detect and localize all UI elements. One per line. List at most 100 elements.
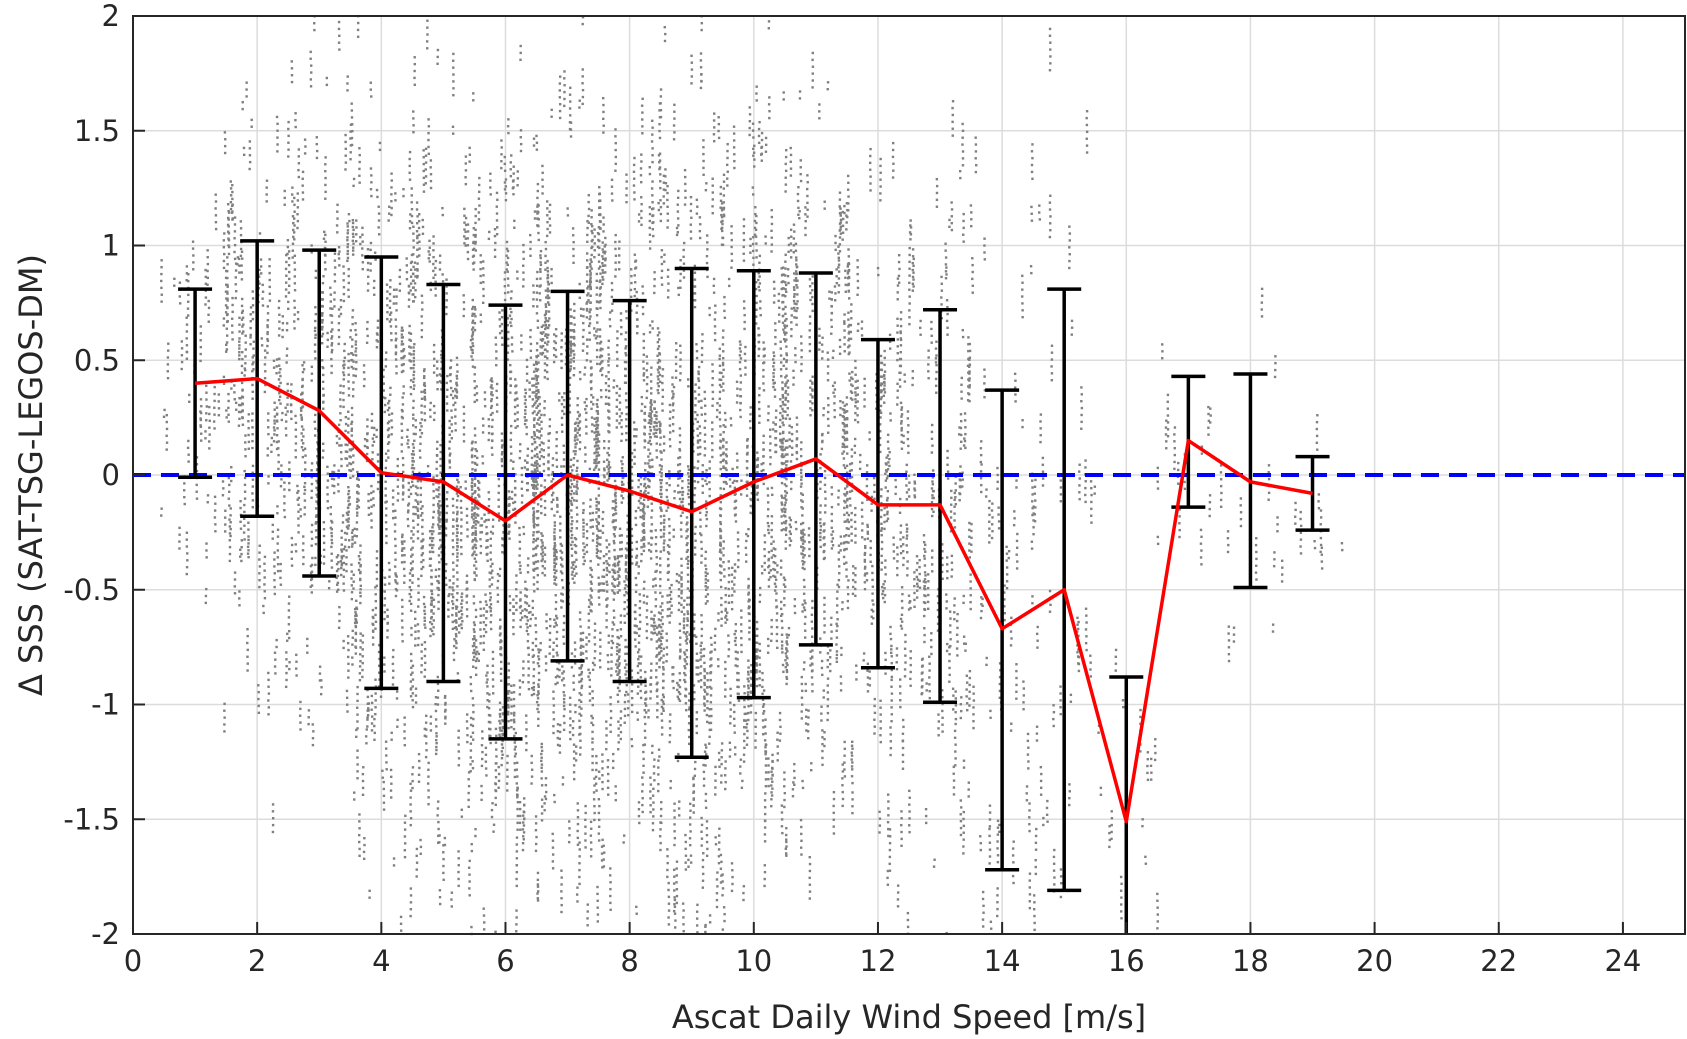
scatter-point: [518, 561, 521, 564]
scatter-point: [569, 347, 573, 350]
scatter-point: [251, 363, 254, 366]
scatter-point: [474, 207, 477, 211]
scatter-point: [247, 521, 250, 524]
scatter-point: [432, 371, 436, 374]
scatter-point: [418, 759, 421, 763]
scatter-point: [588, 633, 591, 636]
scatter-point: [535, 537, 539, 541]
scatter-point: [578, 611, 582, 614]
scatter-point: [534, 624, 537, 627]
scatter-point: [547, 324, 551, 327]
scatter-point: [333, 266, 337, 269]
scatter-point: [591, 245, 594, 249]
scatter-point: [471, 540, 474, 543]
scatter-point: [271, 530, 275, 533]
scatter-point: [386, 428, 390, 432]
scatter-point: [396, 464, 399, 468]
scatter-point: [387, 212, 391, 215]
scatter-point: [278, 398, 281, 402]
scatter-point: [487, 425, 491, 428]
scatter-point: [554, 576, 558, 579]
scatter-point: [374, 606, 378, 610]
scatter-point: [243, 524, 246, 527]
scatter-point: [488, 700, 491, 703]
scatter-point: [489, 413, 493, 417]
scatter-point: [434, 287, 437, 290]
scatter-point: [227, 218, 230, 221]
scatter-point: [582, 342, 585, 346]
scatter-point: [507, 689, 511, 693]
scatter-point: [423, 668, 427, 671]
scatter-point: [488, 571, 491, 574]
scatter-point: [437, 827, 440, 831]
scatter-point: [477, 218, 481, 221]
scatter-point: [442, 857, 445, 861]
scatter-point: [359, 594, 362, 598]
scatter-point: [443, 694, 447, 698]
scatter-point: [538, 443, 542, 447]
scatter-point: [310, 251, 313, 254]
scatter-point: [547, 303, 551, 306]
scatter-point: [477, 521, 480, 524]
scatter-point: [359, 659, 362, 663]
scatter-point: [581, 95, 585, 99]
scatter-point: [173, 284, 176, 287]
scatter-point: [498, 574, 501, 578]
scatter-point: [346, 464, 349, 467]
scatter-point: [388, 399, 391, 403]
scatter-point: [437, 506, 441, 510]
scatter-point: [370, 715, 374, 718]
scatter-point: [584, 408, 587, 411]
scatter-point: [531, 384, 534, 387]
scatter-point: [311, 737, 315, 740]
scatter-point: [436, 814, 439, 817]
scatter-point: [296, 206, 300, 209]
scatter-point: [413, 62, 416, 66]
scatter-point: [354, 322, 357, 325]
scatter-point: [416, 276, 419, 279]
scatter-point: [225, 348, 229, 351]
scatter-point: [356, 470, 359, 474]
scatter-point: [572, 681, 575, 684]
scatter-point: [333, 273, 337, 276]
scatter-point: [350, 545, 354, 548]
scatter-point: [478, 204, 481, 207]
scatter-point: [475, 399, 479, 402]
scatter-point: [580, 684, 584, 688]
scatter-point: [474, 639, 478, 642]
scatter-point: [532, 513, 535, 517]
scatter-point: [532, 507, 535, 510]
scatter-point: [438, 889, 442, 892]
scatter-point: [438, 268, 442, 271]
scatter-point: [185, 323, 189, 326]
scatter-point: [532, 692, 536, 696]
scatter-point: [578, 875, 581, 879]
scatter-point: [491, 650, 495, 654]
scatter-point: [223, 232, 226, 235]
scatter-point: [471, 665, 475, 668]
scatter-point: [524, 412, 527, 415]
scatter-point: [473, 321, 477, 325]
scatter-point: [444, 569, 447, 573]
scatter-point: [582, 321, 585, 325]
scatter-point: [475, 657, 479, 660]
scatter-point: [263, 376, 267, 380]
scatter-point: [276, 122, 279, 126]
scatter-point: [582, 521, 585, 524]
scatter-point: [512, 598, 515, 601]
scatter-point: [375, 550, 379, 553]
scatter-point: [284, 295, 288, 298]
scatter-point: [582, 542, 585, 545]
scatter-point: [288, 461, 291, 464]
scatter-point: [501, 444, 504, 447]
scatter-point: [419, 507, 423, 510]
scatter-point: [411, 766, 415, 769]
scatter-point: [354, 645, 357, 648]
scatter-point: [537, 703, 540, 707]
scatter-point: [525, 461, 529, 464]
scatter-point: [367, 492, 370, 496]
scatter-point: [370, 484, 373, 488]
scatter-point: [350, 422, 353, 426]
scatter-point: [338, 444, 341, 447]
scatter-point: [251, 439, 254, 443]
